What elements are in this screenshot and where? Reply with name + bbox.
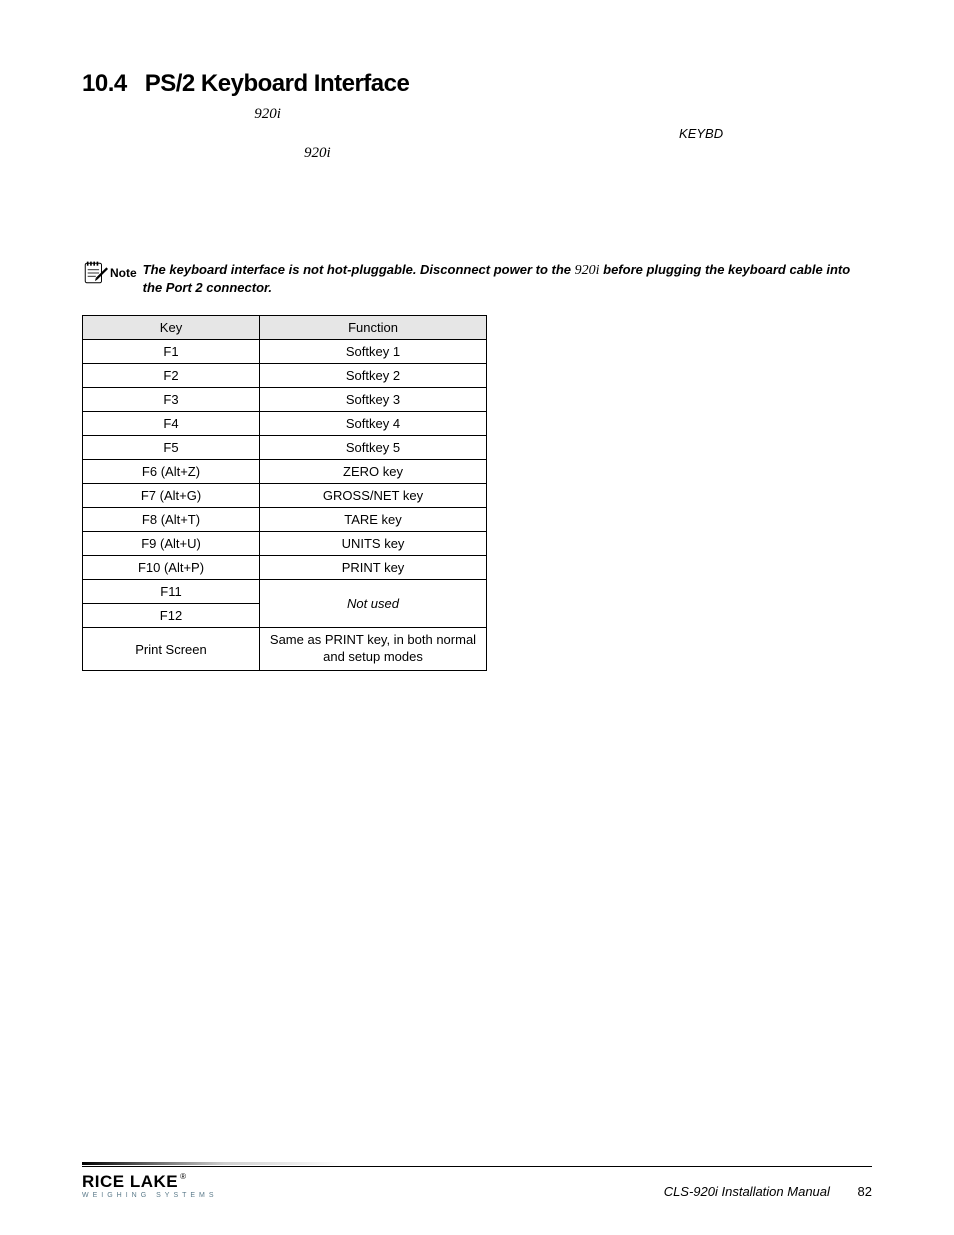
key-function-table: Key Function F1Softkey 1 F2Softkey 2 F3S…: [82, 315, 487, 671]
table-row: F7 (Alt+G)GROSS/NET key: [83, 484, 487, 508]
table-row: F1Softkey 1: [83, 340, 487, 364]
table-row: F2Softkey 2: [83, 364, 487, 388]
model-ref: 920i: [254, 106, 281, 122]
section-heading: 10.4 PS/2 Keyboard Interface: [82, 70, 872, 98]
footer-row: RICE LAKE® WEIGHING SYSTEMS CLS-920i Ins…: [82, 1173, 872, 1199]
table-row: F8 (Alt+T)TARE key: [83, 508, 487, 532]
page-number: 82: [858, 1184, 872, 1199]
cell-key: Print Screen: [83, 628, 260, 671]
logo-sub: WEIGHING SYSTEMS: [82, 1192, 218, 1199]
table-row: F9 (Alt+U)UNITS key: [83, 532, 487, 556]
model-ref: 920i: [575, 263, 600, 278]
cell-func: Softkey 1: [260, 340, 487, 364]
body-text: Serial port 2 on the: [132, 105, 254, 121]
body-paragraphs: Serial port 2 on the 920i CPU board prov…: [132, 104, 872, 220]
note-text: The keyboard interface is not hot-plugga…: [143, 260, 872, 297]
cell-key: F7 (Alt+G): [83, 484, 260, 508]
cell-func: Softkey 3: [260, 388, 487, 412]
cell-func: Softkey 5: [260, 436, 487, 460]
body-text: CPU board provides a PS/2-type keyboard …: [281, 105, 852, 121]
note-icon: [82, 260, 108, 286]
table-header-row: Key Function: [83, 316, 487, 340]
manual-title: CLS-920i Installation Manual: [664, 1184, 830, 1199]
body-text: Table 10-6 summarizes the: [132, 144, 304, 160]
cell-func: TARE key: [260, 508, 487, 532]
logo-main: RICE LAKE®: [82, 1173, 187, 1190]
footer-rule-fade: [82, 1162, 872, 1165]
model-ref: 920i: [304, 145, 331, 161]
cell-func: PRINT key: [260, 556, 487, 580]
body-text: .: [723, 125, 727, 141]
cell-key: F4: [83, 412, 260, 436]
cell-key: F5: [83, 436, 260, 460]
note-label: Note: [110, 266, 137, 280]
section-title: PS/2 Keyboard Interface: [145, 70, 410, 97]
cell-key: F10 (Alt+P): [83, 556, 260, 580]
cell-key: F12: [83, 604, 260, 628]
table-row: F6 (Alt+Z)ZERO key: [83, 460, 487, 484]
body-text: the keyboard interface, set the INPUT pa…: [132, 125, 679, 141]
cell-func: ZERO key: [260, 460, 487, 484]
page: 10.4 PS/2 Keyboard Interface Serial port …: [0, 0, 954, 1235]
table-row: F3Softkey 3: [83, 388, 487, 412]
cell-func-notused: Not used: [260, 580, 487, 628]
table-row: F4Softkey 4: [83, 412, 487, 436]
table-row: F5Softkey 5: [83, 436, 487, 460]
footer-right: CLS-920i Installation Manual 82: [664, 1184, 872, 1199]
cell-func: Softkey 4: [260, 412, 487, 436]
note-icon-wrap: Note: [82, 260, 137, 286]
cell-key: F11: [83, 580, 260, 604]
note-text-pre: The keyboard interface is not hot-plugga…: [143, 262, 575, 277]
table-row: F10 (Alt+P)PRINT key: [83, 556, 487, 580]
cell-key: F1: [83, 340, 260, 364]
col-header-key: Key: [83, 316, 260, 340]
page-footer: RICE LAKE® WEIGHING SYSTEMS CLS-920i Ins…: [82, 1162, 872, 1199]
cell-func: Same as PRINT key, in both normal and se…: [260, 628, 487, 671]
note-block: Note The keyboard interface is not hot-p…: [82, 260, 872, 297]
cell-func: UNITS key: [260, 532, 487, 556]
table-row: Print ScreenSame as PRINT key, in both n…: [83, 628, 487, 671]
table-row: F11Not used: [83, 580, 487, 604]
col-header-func: Function: [260, 316, 487, 340]
footer-rule-line: [82, 1166, 872, 1167]
rice-lake-logo: RICE LAKE® WEIGHING SYSTEMS: [82, 1173, 218, 1199]
cell-key: F9 (Alt+U): [83, 532, 260, 556]
cell-key: F3: [83, 388, 260, 412]
cell-key: F8 (Alt+T): [83, 508, 260, 532]
logo-main-text: RICE LAKE: [82, 1172, 178, 1191]
cell-func: Softkey 2: [260, 364, 487, 388]
section-number: 10.4: [82, 70, 127, 97]
cell-key: F6 (Alt+Z): [83, 460, 260, 484]
cell-func: GROSS/NET key: [260, 484, 487, 508]
cell-key: F2: [83, 364, 260, 388]
trademark-icon: ®: [180, 1172, 186, 1181]
keybd-ref: KEYBD: [679, 126, 723, 141]
